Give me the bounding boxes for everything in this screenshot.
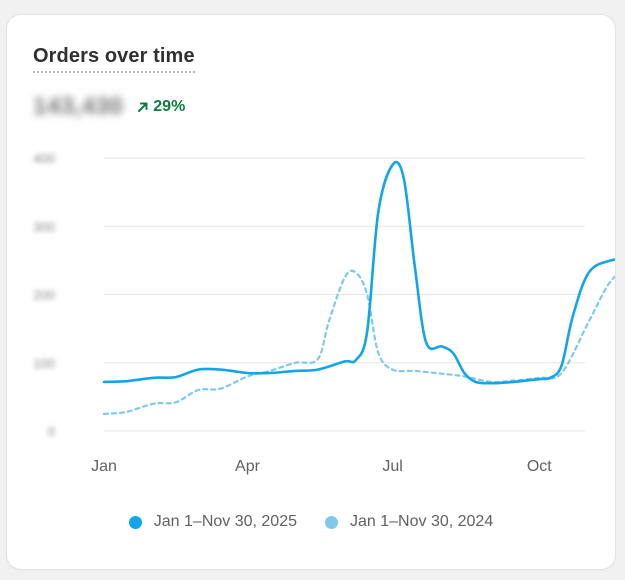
- orders-over-time-card: Orders over time 143,430 29% 0 100 200 300 4…: [7, 15, 615, 569]
- legend-label-current: Jan 1–Nov 30, 2025: [153, 513, 297, 530]
- series-line-2024: [102, 269, 615, 415]
- y-tick-label: 400: [33, 151, 55, 166]
- delta-badge: 29%: [137, 98, 185, 116]
- orders-line-chart[interactable]: 0 100 200 300 400 Jan Apr Jul Oct: [7, 15, 615, 505]
- y-tick-label: 0: [48, 424, 55, 439]
- x-tick-label: Jul: [382, 458, 402, 475]
- metric-value: 143,430: [33, 93, 124, 120]
- y-tick-label: 300: [33, 219, 55, 234]
- legend-label-previous: Jan 1–Nov 30, 2024: [350, 513, 494, 530]
- legend-dot-previous: [325, 515, 338, 529]
- chart-legend: Jan 1–Nov 30, 2025 Jan 1–Nov 30, 2024: [7, 513, 615, 531]
- y-tick-label: 200: [33, 288, 55, 303]
- y-tick-label: 100: [33, 356, 55, 371]
- arrow-up-right-icon: [138, 102, 148, 112]
- x-tick-label: Jan: [91, 458, 117, 475]
- delta-value: 29%: [153, 98, 186, 115]
- x-tick-label: Apr: [235, 458, 261, 475]
- metric-row: 143,430 29%: [33, 91, 185, 123]
- card-title[interactable]: Orders over time: [33, 45, 195, 73]
- series-line-2025: [102, 160, 615, 385]
- legend-item-current[interactable]: Jan 1–Nov 30, 2025: [128, 513, 297, 531]
- x-tick-label: Oct: [527, 458, 552, 475]
- legend-item-previous[interactable]: Jan 1–Nov 30, 2024: [325, 513, 493, 531]
- legend-dot-current: [128, 515, 142, 529]
